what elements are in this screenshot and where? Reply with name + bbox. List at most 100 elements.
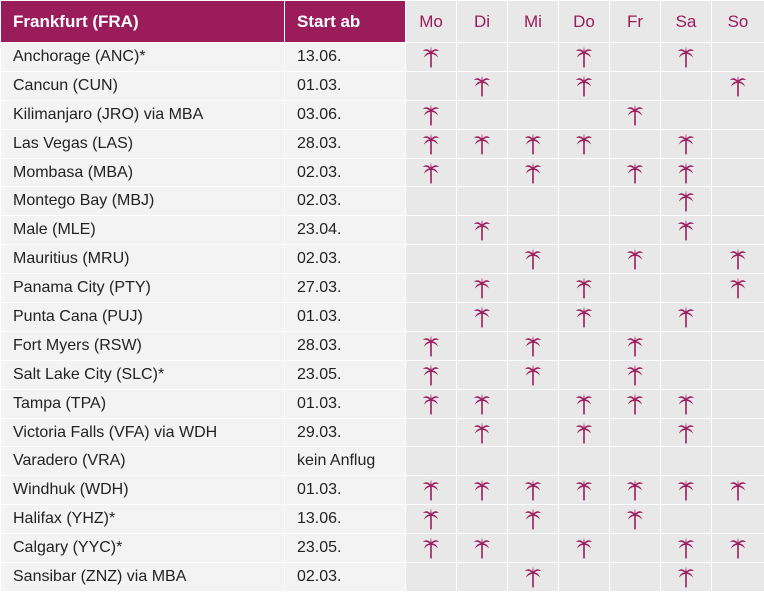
palm-tree-icon: [677, 162, 695, 184]
day-cell: [508, 389, 559, 418]
destination-cell: Las Vegas (LAS): [1, 129, 285, 158]
day-cell: [661, 129, 712, 158]
table-row: Tampa (TPA)01.03.: [1, 389, 764, 418]
day-cell: [559, 389, 610, 418]
day-cell: [661, 187, 712, 216]
day-cell: [457, 43, 508, 72]
palm-tree-icon: [677, 133, 695, 155]
table-row: Panama City (PTY)27.03.: [1, 274, 764, 303]
day-cell: [610, 505, 661, 534]
start-date-cell: kein Anflug: [285, 447, 406, 476]
day-cell: [661, 274, 712, 303]
day-cell: [406, 129, 457, 158]
day-cell: [712, 563, 764, 592]
day-cell: [457, 563, 508, 592]
day-cell: [406, 187, 457, 216]
day-cell: [661, 71, 712, 100]
palm-tree-icon: [524, 364, 542, 386]
start-date-cell: 01.03.: [285, 303, 406, 332]
palm-tree-icon: [575, 46, 593, 68]
day-cell: [661, 360, 712, 389]
start-date-cell: 28.03.: [285, 129, 406, 158]
day-cell: [610, 129, 661, 158]
day-cell: [508, 418, 559, 447]
start-date-cell: 13.06.: [285, 505, 406, 534]
palm-tree-icon: [626, 335, 644, 357]
day-header-sa: Sa: [661, 1, 712, 43]
schedule-body: Anchorage (ANC)*13.06.Cancun (CUN)01.03.…: [1, 43, 764, 592]
palm-tree-icon: [729, 75, 747, 97]
palm-tree-icon: [473, 537, 491, 559]
destination-cell: Calgary (YYC)*: [1, 534, 285, 563]
palm-tree-icon: [729, 479, 747, 501]
day-cell: [610, 331, 661, 360]
start-date-cell: 23.05.: [285, 360, 406, 389]
destination-cell: Varadero (VRA): [1, 447, 285, 476]
day-cell: [661, 447, 712, 476]
day-cell: [406, 274, 457, 303]
palm-tree-icon: [677, 190, 695, 212]
table-row: Punta Cana (PUJ)01.03.: [1, 303, 764, 332]
table-row: Montego Bay (MBJ)02.03.: [1, 187, 764, 216]
day-cell: [610, 71, 661, 100]
day-cell: [610, 534, 661, 563]
day-cell: [457, 158, 508, 187]
day-cell: [610, 274, 661, 303]
day-cell: [457, 476, 508, 505]
day-cell: [712, 71, 764, 100]
day-cell: [508, 447, 559, 476]
destination-cell: Cancun (CUN): [1, 71, 285, 100]
palm-tree-icon: [677, 306, 695, 328]
day-cell: [457, 418, 508, 447]
destination-cell: Sansibar (ZNZ) via MBA: [1, 563, 285, 592]
day-cell: [661, 389, 712, 418]
day-cell: [712, 331, 764, 360]
palm-tree-icon: [575, 393, 593, 415]
table-row: Varadero (VRA)kein Anflug: [1, 447, 764, 476]
day-cell: [508, 505, 559, 534]
table-row: Calgary (YYC)*23.05.: [1, 534, 764, 563]
day-cell: [406, 534, 457, 563]
palm-tree-icon: [524, 335, 542, 357]
palm-tree-icon: [575, 479, 593, 501]
start-date-cell: 23.04.: [285, 216, 406, 245]
day-cell: [712, 158, 764, 187]
palm-tree-icon: [575, 306, 593, 328]
destination-cell: Windhuk (WDH): [1, 476, 285, 505]
day-cell: [559, 245, 610, 274]
day-cell: [508, 303, 559, 332]
day-cell: [508, 187, 559, 216]
palm-tree-icon: [473, 133, 491, 155]
day-cell: [559, 216, 610, 245]
day-cell: [712, 534, 764, 563]
table-row: Salt Lake City (SLC)*23.05.: [1, 360, 764, 389]
palm-tree-icon: [524, 248, 542, 270]
palm-tree-icon: [575, 277, 593, 299]
day-cell: [559, 187, 610, 216]
day-cell: [559, 303, 610, 332]
destination-cell: Male (MLE): [1, 216, 285, 245]
start-date-cell: 13.06.: [285, 43, 406, 72]
day-header-mo: Mo: [406, 1, 457, 43]
day-cell: [457, 389, 508, 418]
start-date-cell: 29.03.: [285, 418, 406, 447]
day-cell: [406, 563, 457, 592]
day-cell: [406, 418, 457, 447]
palm-tree-icon: [575, 75, 593, 97]
day-cell: [610, 43, 661, 72]
day-cell: [661, 43, 712, 72]
start-date-cell: 23.05.: [285, 534, 406, 563]
palm-tree-icon: [473, 219, 491, 241]
day-cell: [712, 187, 764, 216]
day-cell: [559, 563, 610, 592]
palm-tree-icon: [626, 364, 644, 386]
destination-cell: Montego Bay (MBJ): [1, 187, 285, 216]
palm-tree-icon: [422, 479, 440, 501]
day-cell: [508, 71, 559, 100]
day-cell: [559, 418, 610, 447]
day-cell: [559, 476, 610, 505]
start-date-cell: 03.06.: [285, 100, 406, 129]
day-cell: [610, 447, 661, 476]
day-cell: [610, 216, 661, 245]
day-cell: [610, 158, 661, 187]
